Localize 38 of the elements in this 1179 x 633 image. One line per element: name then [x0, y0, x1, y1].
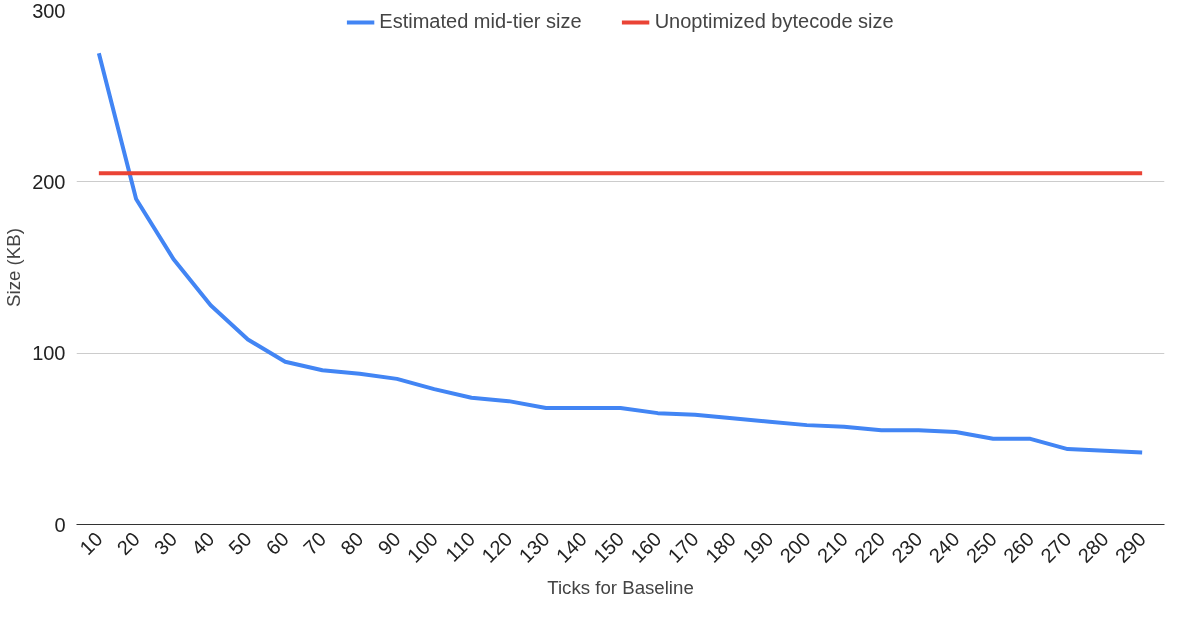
x-tick-label: 110 [441, 527, 480, 566]
y-tick-label: 300 [32, 0, 66, 22]
x-tick-label: 30 [149, 527, 182, 560]
x-tick-label: 20 [112, 527, 144, 560]
line-series [96, 51, 1145, 455]
x-tick-label: 80 [336, 527, 368, 560]
x-tick-label: 90 [373, 527, 405, 560]
x-tick-label: 240 [924, 527, 964, 567]
x-tick-label: 230 [887, 527, 927, 567]
y-tick-label: 0 [54, 513, 66, 536]
x-tick-label: 210 [812, 527, 852, 567]
x-tick-label: 40 [187, 527, 219, 560]
x-tick-label: 10 [75, 527, 107, 560]
x-tick-label: 170 [663, 527, 703, 567]
x-tick-label: 190 [738, 527, 778, 567]
y-tick-label: 200 [32, 170, 66, 193]
y-axis-title: Size (KB) [3, 228, 25, 307]
x-tick-label: 270 [1036, 527, 1076, 567]
x-tick-label: 280 [1073, 527, 1113, 567]
x-tick-label: 50 [224, 527, 256, 560]
x-tick-label: 220 [849, 527, 890, 567]
x-axis-title: Ticks for Baseline [547, 577, 694, 598]
x-tick-label: 290 [1110, 527, 1150, 567]
legend-label: Unoptimized bytecode size [654, 10, 894, 33]
x-tick-label: 180 [700, 527, 741, 567]
legend-label: Estimated mid-tier size [379, 10, 582, 33]
x-tick-label: 260 [998, 527, 1039, 567]
x-tick-label: 60 [261, 527, 293, 560]
x-tick-label: 250 [961, 527, 1001, 567]
x-tick-label: 120 [477, 527, 517, 567]
x-tick-label: 70 [298, 527, 331, 560]
x-tick-label: 160 [626, 527, 666, 567]
x-tick-label: 130 [514, 527, 554, 567]
x-tick-label: 150 [589, 527, 629, 567]
x-tick-label: 140 [551, 527, 592, 567]
x-tick-label: 200 [775, 527, 815, 567]
y-tick-label: 100 [32, 342, 66, 365]
x-tick-label: 100 [402, 527, 442, 567]
